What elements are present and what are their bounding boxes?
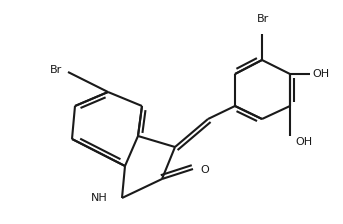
- Text: OH: OH: [312, 69, 329, 79]
- Text: OH: OH: [295, 137, 312, 147]
- Text: O: O: [200, 165, 209, 175]
- Text: Br: Br: [257, 14, 269, 24]
- Text: Br: Br: [50, 65, 62, 75]
- Text: NH: NH: [91, 193, 108, 203]
